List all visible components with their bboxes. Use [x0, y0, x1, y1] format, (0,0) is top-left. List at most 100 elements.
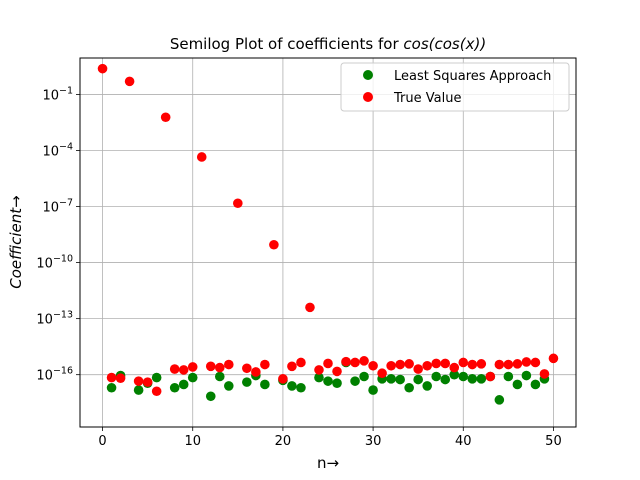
grid [80, 58, 576, 427]
y-axis-label: Coefficient→ [7, 195, 25, 288]
data-point [260, 379, 270, 390]
data-point [224, 359, 234, 370]
data-point [458, 371, 469, 382]
data-point [305, 302, 315, 313]
data-point [485, 371, 496, 382]
data-point [106, 372, 117, 383]
data-point [521, 370, 532, 381]
data-point [494, 395, 505, 405]
y-axis-label-math: Coefficient [7, 207, 25, 289]
data-point [422, 360, 433, 371]
data-point [350, 376, 360, 386]
data-point [196, 152, 207, 162]
y-axis-label-arrow: → [7, 195, 25, 208]
data-point [530, 357, 541, 368]
data-point [548, 353, 559, 364]
data-point [503, 359, 514, 370]
x-tick-label: 10 [184, 434, 201, 449]
x-axis-label: n→ [317, 454, 339, 472]
data-point [133, 385, 144, 395]
data-point [260, 359, 270, 370]
y-tick-label: 10−7 [42, 198, 73, 216]
data-point [359, 356, 369, 366]
data-point [169, 364, 180, 374]
legend-label-least-squares: Least Squares Approach [394, 69, 551, 84]
x-tick-label: 50 [545, 434, 562, 449]
data-point [106, 382, 117, 393]
data-point [178, 379, 189, 390]
data-point [296, 357, 306, 368]
data-point [323, 358, 333, 369]
legend-marker-true-value [363, 92, 373, 102]
data-point [269, 239, 279, 250]
data-point [314, 372, 324, 383]
data-point [431, 358, 442, 369]
data-point [187, 362, 198, 372]
data-point [512, 379, 523, 390]
data-point [224, 381, 234, 391]
data-point [476, 374, 487, 384]
data-point [368, 385, 378, 395]
data-point [494, 359, 505, 370]
data-point [503, 371, 514, 382]
y-tick-label: 10−1 [42, 85, 73, 103]
data-point [151, 386, 162, 397]
data-point [449, 369, 460, 380]
data-point [521, 357, 532, 367]
legend-label-true-value: True Value [393, 91, 461, 106]
data-point [314, 365, 324, 375]
data-point [169, 382, 180, 393]
data-point [404, 382, 414, 393]
data-point [359, 371, 369, 382]
data-point [449, 362, 460, 373]
data-point [467, 374, 478, 384]
data-point [133, 376, 144, 386]
data-point [287, 361, 297, 372]
x-tick-label: 0 [98, 434, 106, 449]
data-point [142, 377, 153, 387]
data-point [539, 369, 550, 379]
data-point [160, 112, 171, 123]
y-tick-label: 10−4 [42, 141, 73, 159]
data-point [97, 63, 108, 74]
chart-title-prefix: Semilog Plot of coefficients for [170, 35, 404, 53]
data-point [440, 374, 451, 385]
data-point [233, 198, 243, 209]
data-point [214, 362, 225, 373]
data-point [323, 376, 333, 386]
data-point [214, 371, 225, 382]
data-point [187, 372, 198, 383]
legend-marker-least-squares [363, 70, 373, 80]
data-point [431, 371, 442, 382]
data-point [467, 359, 478, 370]
legend: Least Squares Approach True Value [340, 62, 570, 112]
data-point [341, 356, 351, 367]
legend-box [340, 62, 570, 112]
x-ticks: 0 10 20 30 40 50 [98, 427, 562, 449]
y-ticks: 10−16 10−13 10−10 10−7 10−4 10−1 [36, 85, 80, 384]
data-point [386, 374, 396, 384]
data-point [458, 357, 469, 368]
y-tick-label: 10−16 [36, 366, 73, 384]
data-point [205, 391, 216, 402]
x-tick-label: 40 [455, 434, 472, 449]
data-point [242, 363, 252, 374]
data-point [395, 374, 405, 385]
data-point [178, 365, 189, 375]
data-point [124, 76, 135, 87]
data-point [422, 381, 433, 391]
data-point [296, 382, 306, 393]
data-point [332, 378, 342, 389]
data-point [332, 366, 342, 377]
data-point [413, 374, 423, 385]
data-point [251, 367, 261, 377]
data-point [413, 364, 423, 374]
data-point [151, 372, 162, 383]
plot-frame [79, 57, 577, 428]
series-1 [97, 63, 559, 397]
data-point [386, 360, 396, 371]
data-point [512, 359, 523, 369]
data-point [205, 361, 216, 372]
chart-title: Semilog Plot of coefficients for cos(cos… [170, 35, 486, 53]
